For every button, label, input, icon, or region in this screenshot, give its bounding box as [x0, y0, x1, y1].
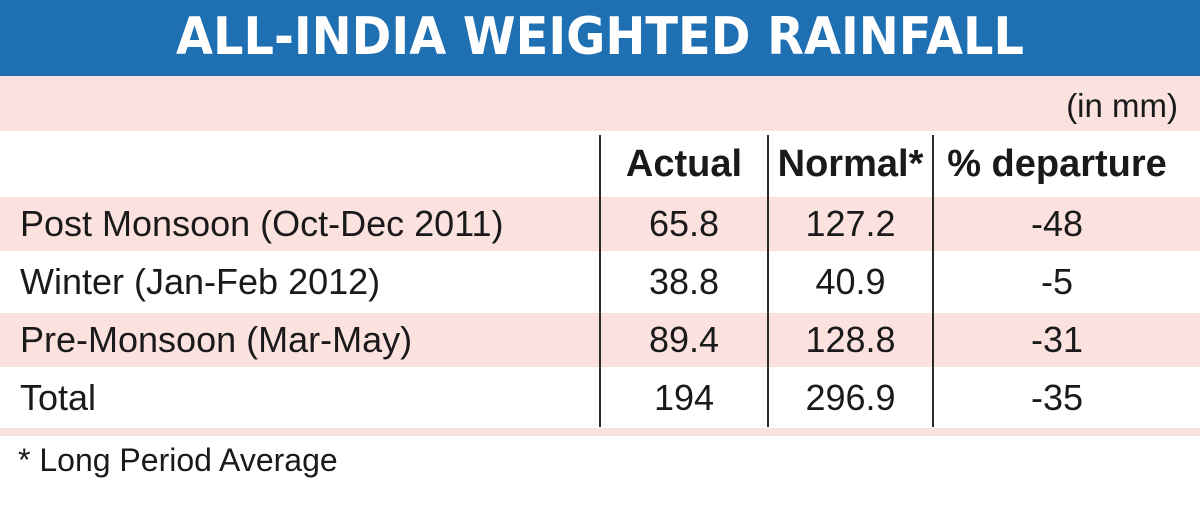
row-label: Winter (Jan-Feb 2012) — [20, 261, 381, 302]
actual-value: 194 — [653, 377, 715, 418]
unit-label: (in mm) — [1066, 87, 1178, 124]
unit-band: (in mm) — [0, 76, 1200, 131]
normal-value: 40.9 — [815, 261, 886, 302]
departure-value: -48 — [1030, 203, 1084, 244]
normal-value: 128.8 — [805, 319, 896, 360]
actual-value: 89.4 — [648, 319, 720, 360]
footnote: * Long Period Average — [18, 442, 338, 478]
actual-value: 65.8 — [648, 203, 720, 244]
normal-value: 296.9 — [805, 377, 896, 418]
departure-value: -35 — [1030, 377, 1084, 418]
column-divider — [767, 135, 769, 427]
bottom-band — [0, 428, 1200, 436]
departure-value: -31 — [1030, 319, 1084, 360]
header-actual: Actual — [625, 142, 743, 185]
chart-title: ALL-INDIA WEIGHTED RAINFALL — [175, 7, 1024, 67]
actual-value: 38.8 — [648, 261, 720, 302]
normal-value: 127.2 — [805, 203, 896, 244]
header-normal: Normal* — [777, 142, 924, 185]
header-departure: % departure — [947, 142, 1167, 185]
row-label: Pre-Monsoon (Mar-May) — [20, 319, 413, 360]
column-divider — [932, 135, 934, 427]
title-banner: ALL-INDIA WEIGHTED RAINFALL — [0, 0, 1200, 76]
row-label: Total — [20, 377, 97, 418]
column-divider — [599, 135, 601, 427]
departure-value: -5 — [1040, 261, 1073, 302]
row-label: Post Monsoon (Oct-Dec 2011) — [20, 203, 504, 244]
